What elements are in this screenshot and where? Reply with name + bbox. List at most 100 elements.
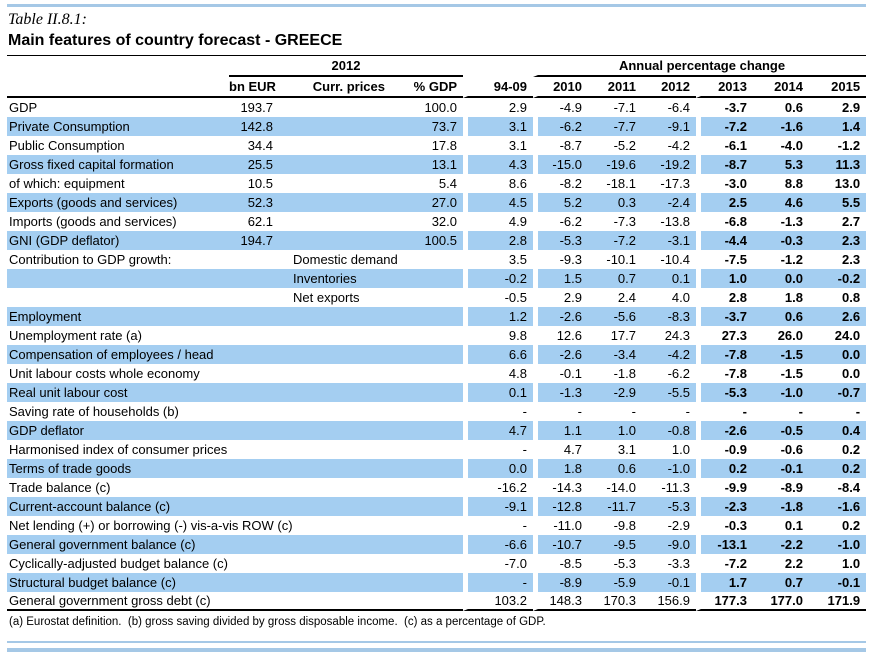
value-2015: 2.3 (809, 231, 867, 250)
value-2015: 13.0 (834, 176, 861, 191)
value-2015: 0.0 (841, 366, 861, 381)
col-curr-prices: Curr. prices (279, 77, 397, 98)
footnote: (a) Eurostat definition. (b) gross savin… (9, 616, 546, 628)
value-2014: -8.9 (780, 480, 803, 495)
row-label: Terms of trade goods (7, 459, 229, 478)
bn-eur-value (229, 459, 279, 478)
value-2014: -0.3 (753, 231, 809, 250)
table-title: Main features of country forecast - GREE… (7, 30, 866, 56)
value-2015: -8.4 (837, 480, 861, 495)
row-sub-label (279, 421, 397, 440)
table-row: Gross fixed capital formation 25.5 13.1 4.3… (7, 155, 867, 174)
value-2015: 1.0 (841, 556, 861, 571)
table-row: Employment 1.2 -2.6 -5.6 -8.3 -3.7 0.6 2.6 (7, 307, 867, 326)
value-2010: -15.0 (533, 155, 588, 174)
value-2011: -7.3 (613, 214, 636, 229)
row-sub-label (279, 231, 397, 250)
value-2013: -2.6 (696, 421, 753, 440)
value-2013: -0.3 (696, 516, 753, 535)
value-2010: -8.9 (533, 573, 588, 592)
value-2012: 4.0 (671, 290, 690, 305)
value-2012: -10.4 (660, 252, 690, 267)
value-2015: 0.0 (809, 345, 867, 364)
value-2010: -11.0 (533, 516, 588, 535)
pct-gdp-value: 13.1 (397, 155, 463, 174)
value-2012: 0.1 (642, 269, 696, 288)
value-2011: -2.9 (588, 383, 642, 402)
value-2013: -7.8 (696, 364, 753, 383)
value-2015: -0.2 (809, 269, 867, 288)
table-row: Imports (goods and services) 62.1 32.0 4.9-… (7, 212, 866, 231)
value-2010: 1.5 (533, 269, 588, 288)
value-2015: -0.7 (809, 383, 867, 402)
row-label (7, 269, 229, 288)
value-2012: -4.2 (667, 138, 690, 153)
value-94-09: 2.9 (463, 98, 533, 117)
col-94-09: 94-09 (463, 77, 533, 98)
value-2011: -5.9 (588, 573, 642, 592)
value-2011: -9.8 (613, 518, 636, 533)
value-2010: - (533, 402, 588, 421)
bn-eur-value: 52.3 (229, 193, 279, 212)
value-2011: -9.5 (588, 535, 642, 554)
value-2015: 0.2 (841, 442, 861, 457)
col-2011: 2011 (588, 77, 642, 98)
value-2015: 24.0 (834, 328, 861, 343)
value-2013: 0.2 (696, 459, 753, 478)
value-2012: 156.9 (642, 592, 696, 611)
table-row: Harmonised index of consumer prices -4.7 3… (7, 440, 866, 459)
table-row: Real unit labour cost 0.1 -1.3 -2.9 -5.5 -5.3… (7, 383, 867, 402)
value-2012: 1.0 (671, 442, 690, 457)
row-sub-label (279, 155, 397, 174)
bn-eur-value: 193.7 (240, 100, 273, 115)
value-2012: -3.1 (642, 231, 696, 250)
value-94-09: 4.8 (463, 364, 533, 383)
col-bn-eur: bn EUR (229, 77, 279, 98)
row-label: Contribution to GDP growth: (9, 252, 172, 267)
value-2013: -13.1 (696, 535, 753, 554)
value-2012: 24.3 (664, 328, 690, 343)
value-94-09: 4.3 (463, 155, 533, 174)
value-94-09: -0.2 (463, 269, 533, 288)
row-label: of which: equipment (9, 176, 125, 191)
table-row: Public Consumption 34.4 17.8 3.1 -8.7 -5.2 -4.… (7, 136, 866, 155)
row-label: Trade balance (c) (9, 480, 111, 495)
value-2015: 0.4 (809, 421, 867, 440)
row-sub-label (279, 554, 397, 573)
row-sub-label (279, 516, 397, 535)
pct-gdp-value (397, 250, 463, 269)
value-2014: 4.6 (753, 193, 809, 212)
value-2010: -1.3 (533, 383, 588, 402)
table-row: Unit labour costs whole economy 4.8 -0.1 -1… (7, 364, 866, 383)
value-2011: -5.6 (588, 307, 642, 326)
value-2013: 1.7 (696, 573, 753, 592)
header-spacer (463, 56, 533, 77)
row-sub-label (279, 98, 397, 117)
table-row: Inventories -0.2 1.5 0.7 0.1 1.0 0.0 -0.2 (7, 269, 867, 288)
group-annual-percentage-change: Annual percentage change (533, 56, 867, 77)
value-2010: 2.9 (533, 288, 588, 307)
value-2011: -1.8 (613, 366, 636, 381)
value-2013: -7.2 (696, 554, 753, 573)
value-2012: -0.1 (642, 573, 696, 592)
row-label: Imports (goods and services) (9, 214, 177, 229)
value-2014: 0.6 (784, 100, 803, 115)
pct-gdp-value: 27.0 (397, 193, 463, 212)
row-label: Net lending (+) or borrowing (-) vis-a-v… (9, 518, 293, 533)
col-2013: 2013 (696, 77, 753, 98)
value-2013: 27.3 (696, 326, 753, 345)
row-label: Gross fixed capital formation (7, 155, 229, 174)
value-2010: -6.2 (533, 212, 588, 231)
bn-eur-value: 34.4 (247, 138, 273, 153)
value-2011: 1.0 (588, 421, 642, 440)
pct-gdp-value (397, 364, 463, 383)
value-2014: 5.3 (753, 155, 809, 174)
value-2012: -6.4 (667, 100, 690, 115)
pct-gdp-value (397, 345, 463, 364)
value-2013: -7.2 (696, 117, 753, 136)
table-row: Structural budget balance (c) - -8.9 -5.9 -0… (7, 573, 867, 592)
value-2010: 12.6 (533, 326, 588, 345)
bn-eur-value (229, 364, 279, 383)
row-sub-label (279, 497, 397, 516)
value-2015: 2.9 (841, 100, 861, 115)
